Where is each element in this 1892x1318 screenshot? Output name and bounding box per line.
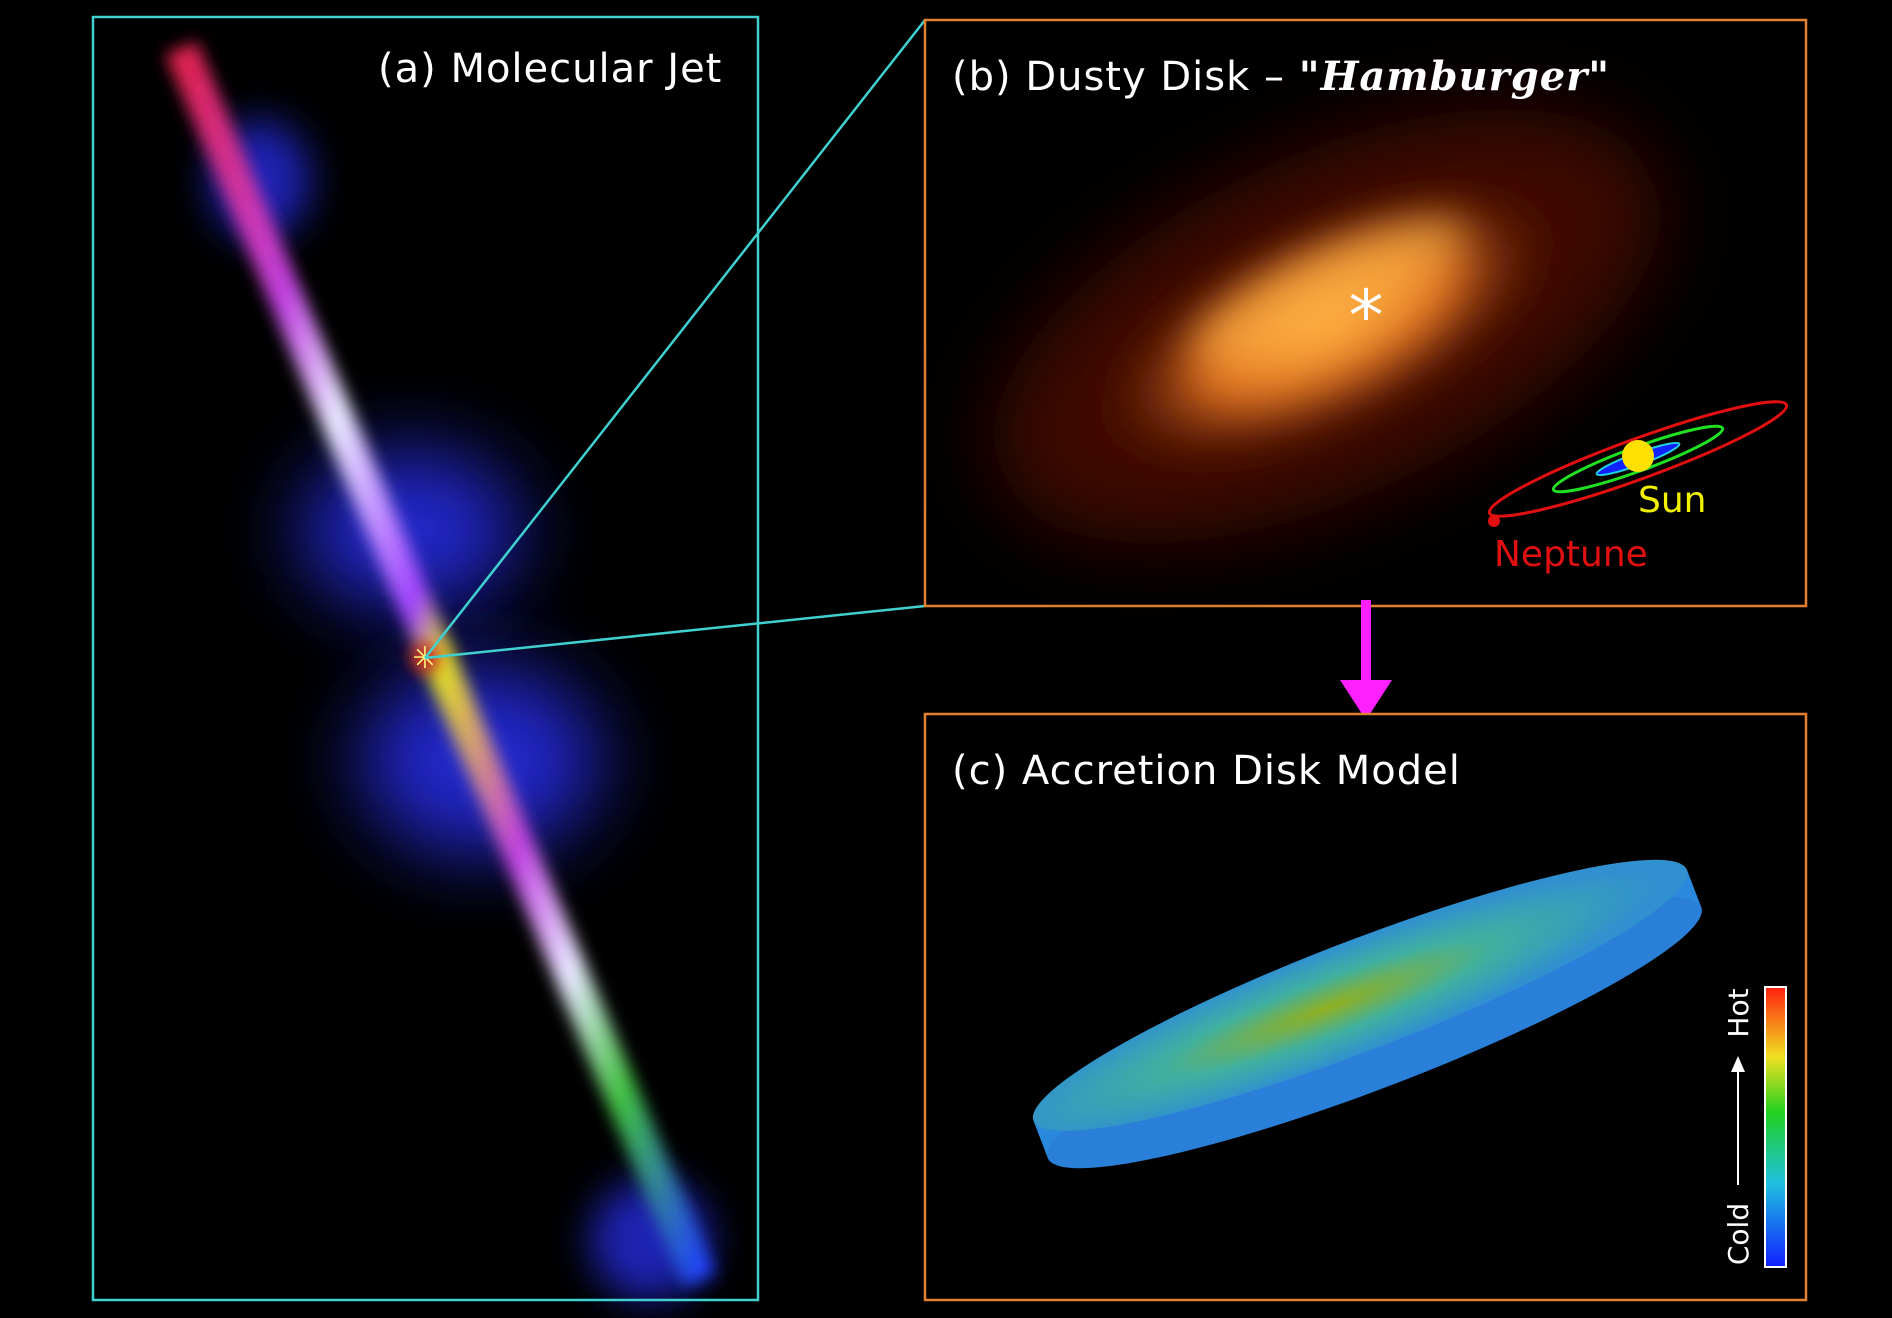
panel-title-text: (b) Dusty Disk – — [952, 54, 1299, 100]
panel-title: (c) Accretion Disk Model — [952, 748, 1461, 794]
neptune-label: Neptune — [1494, 534, 1648, 575]
zoom-line — [424, 19, 926, 659]
colorbar-arrow-head — [1731, 1056, 1745, 1072]
solar-system-scale — [1487, 400, 1789, 527]
panel-title-emphasis: "Hamburger" — [1299, 53, 1610, 100]
arrow-head — [1340, 680, 1392, 720]
panel-a-frame — [91, 15, 760, 1302]
zoom-line — [424, 604, 926, 660]
sun-label: Sun — [1638, 480, 1706, 521]
jet-image: ✳ — [165, 41, 716, 1300]
panel-title: (b) Dusty Disk – "Hamburger" — [952, 53, 1610, 100]
hot-label: Hot — [1722, 988, 1755, 1037]
cold-label: Cold — [1722, 1203, 1755, 1265]
panel-title: (a) Molecular Jet — [378, 46, 722, 92]
color-bar — [1764, 986, 1787, 1268]
accretion-disk-model — [1032, 859, 1702, 1169]
star-marker: * — [1349, 275, 1384, 357]
dusty-disk-image — [992, 109, 1662, 543]
